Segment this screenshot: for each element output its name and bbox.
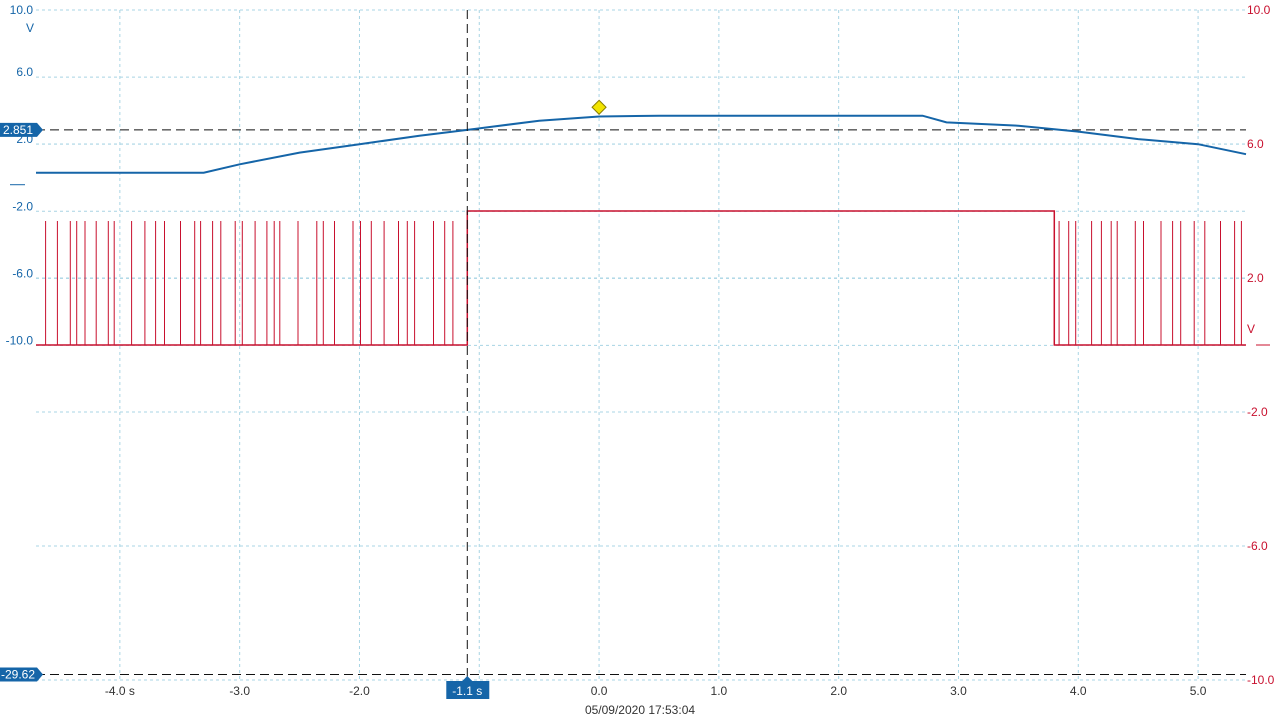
time-axis: -4.0 s -3.0 -2.0 0.0 1.0 2.0 3.0 4.0 5.0 <box>105 684 1207 698</box>
x-tick-label: 1.0 <box>711 684 728 698</box>
vertical-cursor-tag[interactable] <box>446 676 490 699</box>
x-tick-label: 0.0 <box>591 684 608 698</box>
traces <box>36 114 1247 346</box>
channel-1-axis: 10.06.02.0-2.0-6.0-10.0V <box>6 3 34 347</box>
ch2-tick-label: 10.0 <box>1247 3 1271 17</box>
channel-2-axis: 10.0 6.0 2.0 -2.0 -6.0 -10.0 V <box>1247 3 1275 687</box>
horizontal-cursor-value: -29.62 <box>1 667 35 681</box>
x-tick-label: 4.0 <box>1070 684 1087 698</box>
ch2-tick-label: -6.0 <box>1247 539 1268 553</box>
horizontal-cursor-tag[interactable] <box>0 122 43 137</box>
x-tick-label: -2.0 <box>349 684 370 698</box>
vertical-cursor-value: -1.1 s <box>452 684 482 698</box>
channel-1-trace <box>36 114 1247 174</box>
ch1-tick-label: -6.0 <box>12 266 33 280</box>
vertical-cursor[interactable]: -1.1 s <box>446 10 490 699</box>
x-tick-label: -4.0 s <box>105 684 135 698</box>
ch2-unit: V <box>1247 322 1255 336</box>
ch1-tick-label: 10.0 <box>10 3 34 17</box>
horizontal-cursor-tag[interactable] <box>0 667 43 682</box>
ch1-tick-label: -10.0 <box>6 333 34 347</box>
ch2-tick-label: 6.0 <box>1247 137 1264 151</box>
horizontal-cursor-value: 2.851 <box>3 123 33 137</box>
ch2-tick-label: -2.0 <box>1247 405 1268 419</box>
ch1-tick-label: 6.0 <box>16 65 33 79</box>
x-tick-label: -3.0 <box>229 684 250 698</box>
ch1-unit: V <box>26 21 34 35</box>
timestamp: 05/09/2020 17:53:04 <box>585 703 695 717</box>
x-tick-label: 2.0 <box>830 684 847 698</box>
channel-2-pulses <box>45 221 1242 345</box>
x-tick-label: 5.0 <box>1190 684 1207 698</box>
trigger-marker[interactable] <box>591 99 607 115</box>
ch1-tick-label: -2.0 <box>12 199 33 213</box>
x-tick-label: 3.0 <box>950 684 967 698</box>
horizontal-cursors[interactable]: 2.851 -29.62 <box>0 123 1246 682</box>
trigger-diamond-icon[interactable] <box>591 99 607 115</box>
channel-2-trace <box>36 210 1246 346</box>
ch2-tick-label: 2.0 <box>1247 271 1264 285</box>
ch2-tick-label: -10.0 <box>1247 673 1275 687</box>
